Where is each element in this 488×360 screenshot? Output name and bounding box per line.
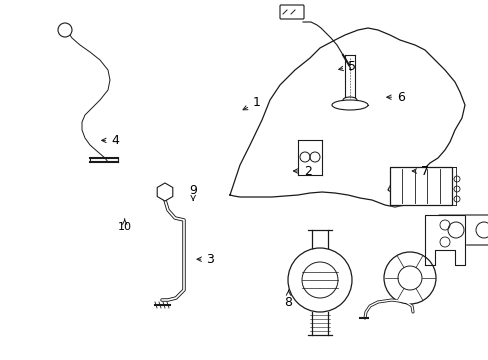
Text: 8: 8 [284,290,292,309]
Polygon shape [389,167,451,205]
Text: 7: 7 [411,165,428,177]
Polygon shape [424,215,464,265]
FancyBboxPatch shape [280,5,304,19]
Text: 6: 6 [386,91,404,104]
Text: 1: 1 [243,96,260,110]
Ellipse shape [331,100,367,110]
Text: 4: 4 [102,134,119,147]
FancyBboxPatch shape [436,215,488,245]
Circle shape [383,252,435,304]
Polygon shape [229,28,464,207]
Circle shape [287,248,351,312]
Text: 3: 3 [197,253,214,266]
Ellipse shape [342,97,356,103]
Text: 2: 2 [293,165,311,177]
Circle shape [58,23,72,37]
Text: 10: 10 [118,219,131,232]
Text: 9: 9 [189,184,197,200]
Text: 5: 5 [338,60,355,73]
